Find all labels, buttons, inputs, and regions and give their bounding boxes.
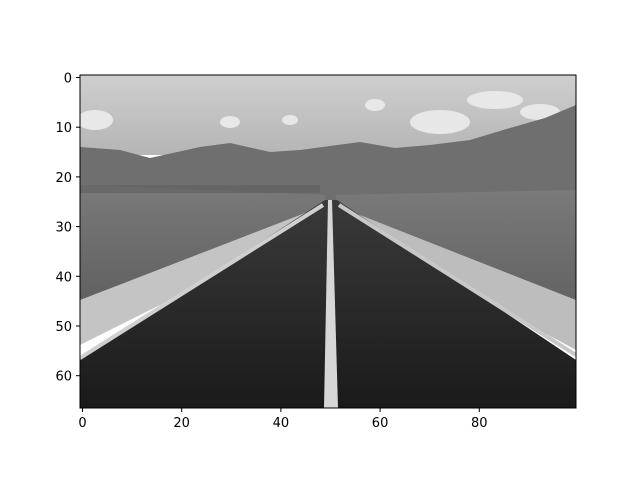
y-axis-ticks: 0 10 20 30 40 50 60	[55, 71, 80, 385]
y-tick-label: 20	[55, 171, 72, 186]
shoulder-left	[80, 205, 322, 345]
x-tick-label: 20	[173, 416, 190, 431]
heatmap-image	[80, 75, 576, 408]
x-tick-label: 0	[78, 416, 86, 431]
axes-frame	[79, 74, 577, 409]
x-tick-label: 60	[372, 416, 389, 431]
y-tick-label: 50	[55, 320, 72, 335]
road-center-line	[324, 200, 338, 408]
midground-band	[80, 185, 320, 193]
y-tick-label: 10	[55, 121, 72, 136]
clouds	[80, 91, 560, 134]
mountain-range	[80, 105, 576, 200]
x-axis-ticks: 0 20 40 60 80	[78, 408, 488, 431]
y-tick-label: 40	[55, 270, 72, 285]
road-edge-right	[337, 203, 576, 357]
x-tick-label: 40	[273, 416, 290, 431]
y-tick-label: 60	[55, 370, 72, 385]
y-tick-label: 0	[64, 71, 72, 86]
road-edge-left	[80, 203, 325, 360]
y-tick-label: 30	[55, 221, 72, 236]
x-tick-label: 80	[471, 416, 488, 431]
